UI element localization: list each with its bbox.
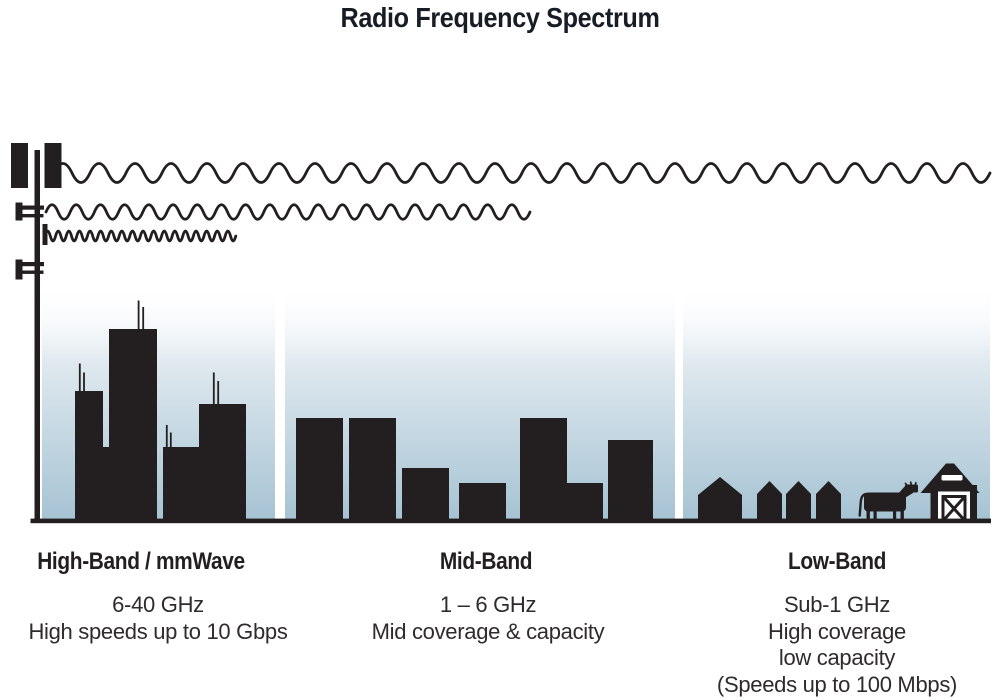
rural-scene (698, 463, 980, 522)
building (459, 483, 506, 521)
mid-band-wave (44, 203, 532, 221)
mid-band-coverage: Mid coverage & capacity (371, 618, 605, 644)
high-band-description: 6-40 GHz High speeds up to 10 Gbps (8, 592, 308, 645)
building (296, 418, 343, 521)
tower-tier3-antenna (15, 259, 23, 280)
high-band-frequency: 6-40 GHz (112, 592, 204, 617)
cow-leg (873, 508, 877, 521)
building (163, 447, 199, 521)
tower-tier2-bar (15, 205, 44, 210)
tower-tier2-bar2 (22, 214, 44, 218)
cow-leg (900, 506, 904, 521)
tower-tier3-bar2 (22, 270, 44, 274)
city-skyline (75, 300, 246, 521)
ground-line (30, 518, 991, 524)
low-band-capacity: low capacity (778, 645, 896, 670)
cell-tower-icon (11, 143, 62, 521)
low-band-frequency: Sub-1 GHz (783, 592, 891, 617)
rooftop-antennas (78, 300, 220, 447)
low-band-description: Sub-1 GHz High coverage low capacity (Sp… (687, 592, 987, 698)
mid-band-description: 1 – 6 GHz Mid coverage & capacity (338, 592, 638, 645)
building (520, 418, 567, 521)
barn-door-crossbuck (942, 496, 966, 522)
building (608, 440, 653, 521)
building (402, 468, 449, 521)
high-band-wave (43, 229, 238, 243)
tower-mast (34, 150, 40, 521)
house-icon (698, 477, 742, 521)
cow-horns (904, 481, 917, 487)
building (109, 329, 157, 521)
building (75, 391, 103, 521)
tower-antenna-panel-left (11, 143, 28, 188)
page-title: Radio Frequency Spectrum (340, 2, 660, 33)
cow-leg (893, 508, 897, 521)
town-buildings (296, 418, 653, 521)
mid-band-heading: Mid-Band (439, 548, 533, 575)
house-icon (757, 481, 782, 521)
building (567, 483, 603, 521)
barn-icon (920, 463, 980, 522)
cow-icon (858, 481, 918, 521)
building (199, 404, 246, 521)
house-icon (786, 481, 811, 521)
barn-loft-slot (941, 475, 963, 481)
cow-leg (866, 506, 870, 521)
cow-tail (858, 492, 867, 517)
low-band-coverage: High coverage (768, 618, 906, 644)
high-band-heading: High-Band / mmWave (37, 548, 245, 575)
low-band-speed: (Speeds up to 100 Mbps) (716, 671, 958, 697)
low-band-wave (52, 162, 992, 184)
low-band-heading: Low-Band (787, 548, 887, 575)
tower-tier2-antenna (15, 202, 23, 221)
high-band-speed: High speeds up to 10 Gbps (28, 618, 288, 644)
building (349, 418, 396, 521)
house-icon (816, 481, 841, 521)
tower-antenna-panel-right (44, 143, 62, 188)
mid-band-frequency: 1 – 6 GHz (439, 592, 537, 617)
tower-tier3-bar (15, 262, 44, 267)
